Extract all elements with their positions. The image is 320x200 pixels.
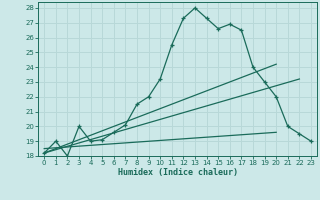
X-axis label: Humidex (Indice chaleur): Humidex (Indice chaleur) — [118, 168, 238, 177]
